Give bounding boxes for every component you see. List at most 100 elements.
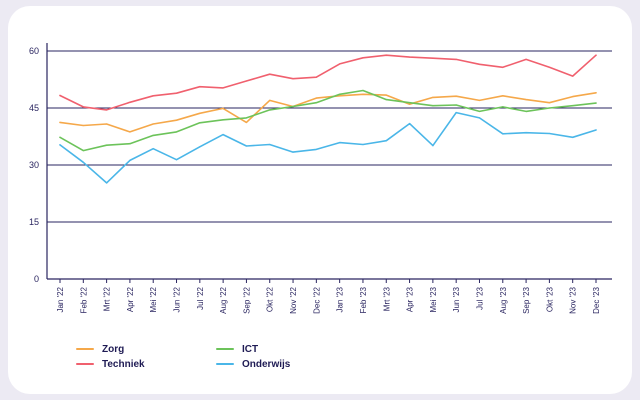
x-tick-label: Jan '23 bbox=[336, 286, 345, 312]
data-point-onderwijs bbox=[339, 141, 341, 144]
data-point-ict bbox=[245, 117, 248, 119]
x-tick-label: Jun '22 bbox=[173, 286, 182, 312]
series-line-onderwijs bbox=[59, 111, 597, 184]
data-point-techniek bbox=[152, 95, 154, 97]
x-tick-label: Aug '23 bbox=[499, 286, 508, 313]
x-tick-label: Nov '22 bbox=[289, 286, 298, 313]
y-tick-label: 0 bbox=[34, 274, 39, 284]
data-point-techniek bbox=[106, 109, 108, 111]
data-point-ict bbox=[175, 131, 178, 133]
x-tick-label: Jan '22 bbox=[56, 286, 65, 312]
x-tick-label: Apr '23 bbox=[406, 286, 415, 312]
data-point-ict bbox=[595, 102, 597, 104]
x-tick-label: Aug '22 bbox=[219, 286, 228, 313]
x-tick-label: Jun '23 bbox=[452, 286, 461, 312]
data-point-ict bbox=[106, 144, 108, 146]
data-point-techniek bbox=[455, 58, 457, 60]
data-point-techniek bbox=[315, 76, 317, 78]
data-point-techniek bbox=[222, 87, 224, 89]
series-lines bbox=[59, 54, 597, 184]
x-tick-label: Mrt '22 bbox=[103, 286, 112, 311]
data-point-techniek bbox=[199, 86, 201, 88]
x-tick-label: Jul '23 bbox=[475, 286, 484, 309]
data-point-ict bbox=[269, 109, 271, 111]
data-point-techniek bbox=[129, 101, 131, 103]
data-point-ict bbox=[408, 102, 411, 104]
data-point-ict bbox=[525, 110, 527, 113]
series-line-techniek bbox=[59, 54, 597, 111]
data-point-onderwijs bbox=[525, 132, 527, 134]
data-point-zorg bbox=[525, 99, 527, 101]
x-tick-label: Dec '22 bbox=[312, 286, 321, 313]
y-tick-label: 15 bbox=[29, 217, 39, 227]
data-point-ict bbox=[292, 105, 294, 108]
data-point-zorg bbox=[548, 102, 550, 104]
data-point-zorg bbox=[502, 95, 504, 97]
x-tick-label: Sep '22 bbox=[242, 286, 251, 313]
data-point-zorg bbox=[106, 123, 108, 125]
data-point-zorg bbox=[152, 123, 154, 125]
data-point-onderwijs bbox=[572, 136, 574, 138]
data-point-onderwijs bbox=[199, 146, 201, 148]
series-line-zorg bbox=[59, 92, 597, 133]
data-point-techniek bbox=[269, 73, 271, 75]
data-point-techniek bbox=[245, 80, 248, 82]
data-point-zorg bbox=[572, 96, 574, 98]
data-point-zorg bbox=[175, 119, 178, 121]
data-point-zorg bbox=[59, 121, 61, 124]
data-point-zorg bbox=[82, 124, 84, 127]
data-point-onderwijs bbox=[222, 134, 224, 136]
y-tick-label: 30 bbox=[29, 160, 39, 170]
data-point-ict bbox=[455, 104, 457, 106]
data-point-onderwijs bbox=[245, 145, 248, 147]
data-point-ict bbox=[502, 106, 504, 108]
data-point-onderwijs bbox=[175, 159, 178, 161]
data-point-ict bbox=[222, 119, 224, 121]
x-tick-label: Jul '22 bbox=[196, 286, 205, 309]
data-point-techniek bbox=[595, 54, 597, 56]
data-point-ict bbox=[548, 107, 550, 109]
data-point-ict bbox=[339, 93, 341, 95]
x-tick-label: Mei '22 bbox=[149, 286, 158, 312]
x-tick-label: Apr '22 bbox=[126, 286, 135, 312]
data-point-techniek bbox=[408, 56, 411, 58]
data-point-onderwijs bbox=[129, 159, 131, 162]
data-point-ict bbox=[362, 89, 364, 92]
x-tick-label: Feb '23 bbox=[359, 286, 368, 313]
data-point-techniek bbox=[432, 57, 434, 59]
data-point-onderwijs bbox=[548, 132, 550, 135]
y-axis-ticks: 0 15 30 45 60 bbox=[29, 46, 39, 284]
x-tick-label: Okt '22 bbox=[266, 286, 275, 312]
data-point-zorg bbox=[199, 112, 201, 114]
gridlines bbox=[47, 50, 612, 223]
data-point-techniek bbox=[385, 54, 387, 56]
data-point-techniek bbox=[572, 75, 574, 77]
data-point-onderwijs bbox=[59, 144, 61, 146]
data-point-zorg bbox=[455, 95, 457, 97]
data-point-ict bbox=[199, 122, 201, 124]
data-point-onderwijs bbox=[315, 148, 317, 151]
data-point-onderwijs bbox=[269, 143, 271, 146]
data-point-zorg bbox=[432, 96, 434, 98]
data-point-techniek bbox=[548, 66, 550, 68]
data-point-onderwijs bbox=[362, 143, 364, 146]
data-point-zorg bbox=[269, 99, 271, 101]
data-point-onderwijs bbox=[502, 133, 504, 135]
chart-card bbox=[8, 6, 632, 394]
data-point-ict bbox=[385, 99, 387, 101]
series-line-ict bbox=[59, 89, 597, 152]
data-point-zorg bbox=[315, 97, 317, 99]
data-point-zorg bbox=[339, 95, 341, 97]
x-tick-label: Mrt '23 bbox=[382, 286, 391, 311]
x-tick-label: Nov '23 bbox=[569, 286, 578, 313]
data-point-zorg bbox=[408, 103, 411, 105]
data-point-techniek bbox=[502, 66, 504, 68]
data-point-ict bbox=[315, 102, 317, 104]
data-point-techniek bbox=[362, 57, 364, 59]
data-point-onderwijs bbox=[455, 111, 457, 114]
x-tick-label: Mei '23 bbox=[429, 286, 438, 312]
x-tick-label: Dec '23 bbox=[592, 286, 601, 313]
data-point-onderwijs bbox=[106, 182, 108, 184]
data-point-onderwijs bbox=[432, 145, 434, 147]
data-point-zorg bbox=[385, 94, 387, 96]
